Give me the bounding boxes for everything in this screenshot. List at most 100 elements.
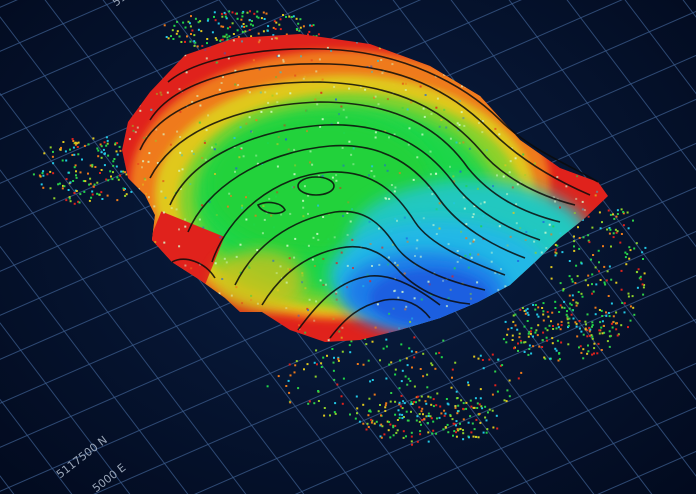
ground-point	[499, 364, 502, 367]
ground-point	[371, 419, 374, 422]
surface-point	[214, 143, 217, 146]
ground-point	[616, 213, 619, 215]
surface-point	[270, 110, 273, 113]
surface-point	[391, 63, 394, 66]
surface-point	[206, 329, 209, 332]
ground-point	[447, 431, 450, 434]
ground-point	[394, 400, 397, 403]
ground-point	[476, 407, 479, 409]
surface-point	[195, 306, 197, 309]
ground-point	[452, 422, 455, 425]
ground-point	[332, 361, 335, 364]
surface-point	[321, 78, 324, 81]
surface-point	[368, 174, 370, 177]
ground-point	[103, 153, 106, 155]
ground-point	[71, 138, 74, 140]
surface-point	[233, 137, 236, 139]
surface-point	[398, 348, 400, 350]
ground-point	[406, 383, 409, 386]
ground-point	[427, 431, 430, 434]
ground-point	[429, 396, 432, 399]
surface-point	[359, 85, 362, 88]
surface-point	[322, 284, 325, 286]
ground-point	[457, 429, 460, 432]
surface-point	[207, 114, 210, 117]
ground-point	[399, 405, 402, 408]
ground-point	[454, 423, 457, 426]
surface-point	[533, 240, 536, 243]
surface-point	[228, 192, 231, 195]
ground-point	[435, 432, 438, 435]
ground-point	[116, 153, 119, 156]
surface-point	[160, 268, 163, 271]
ground-point	[550, 320, 552, 323]
ground-point	[480, 405, 483, 408]
ground-point	[596, 352, 599, 355]
surface-point	[239, 271, 242, 274]
ground-point	[348, 344, 351, 347]
surface-point	[498, 133, 501, 136]
ground-point	[440, 412, 443, 415]
grid-line	[194, 274, 696, 494]
ground-point	[89, 182, 92, 185]
surface-point	[462, 196, 465, 199]
ground-point	[79, 193, 82, 196]
surface-point	[410, 101, 413, 104]
ground-point	[593, 342, 596, 345]
ground-point	[228, 35, 231, 38]
ground-point	[568, 275, 571, 278]
ground-point	[603, 265, 606, 268]
surface-point	[316, 232, 319, 235]
surface-point	[245, 218, 248, 221]
surface-point	[398, 327, 401, 330]
surface-point	[175, 208, 178, 211]
surface-point	[576, 137, 579, 140]
ground-point	[289, 374, 292, 377]
ground-point	[588, 330, 591, 333]
ground-point	[608, 330, 611, 333]
surface-point	[148, 152, 151, 155]
ground-point	[427, 415, 430, 417]
ground-point	[180, 41, 183, 43]
ground-point	[229, 26, 232, 29]
surface-point	[369, 280, 372, 283]
ground-point	[410, 431, 413, 434]
ground-point	[369, 410, 372, 413]
surface-point	[397, 296, 400, 299]
surface-point	[128, 278, 131, 281]
surface-point	[469, 292, 472, 295]
surface-point	[492, 185, 494, 188]
ground-point	[591, 292, 594, 295]
surface-point	[319, 279, 322, 282]
surface-point	[122, 334, 124, 337]
surface-point	[506, 193, 509, 196]
surface-point	[270, 214, 273, 217]
surface-point	[283, 124, 286, 127]
ground-point	[49, 146, 52, 149]
grid-line	[0, 398, 73, 494]
ground-point	[469, 415, 472, 418]
ground-point	[537, 324, 540, 327]
ground-point	[362, 403, 365, 406]
ground-point	[175, 32, 178, 35]
surface-point	[234, 69, 237, 72]
ground-point	[263, 18, 266, 20]
ground-point	[387, 429, 390, 432]
ground-point	[333, 378, 336, 381]
ground-point	[214, 19, 217, 22]
surface-point	[144, 178, 147, 181]
surface-point	[565, 272, 568, 275]
surface-point	[430, 112, 433, 115]
ground-point	[508, 379, 511, 382]
ground-point	[367, 414, 370, 417]
surface-point	[287, 267, 290, 270]
surface-point	[142, 342, 144, 344]
ground-point	[528, 330, 531, 333]
surface-point	[481, 131, 484, 134]
ground-point	[232, 33, 235, 35]
surface-point	[458, 100, 461, 102]
surface-point	[553, 51, 556, 54]
ground-point	[607, 295, 610, 297]
